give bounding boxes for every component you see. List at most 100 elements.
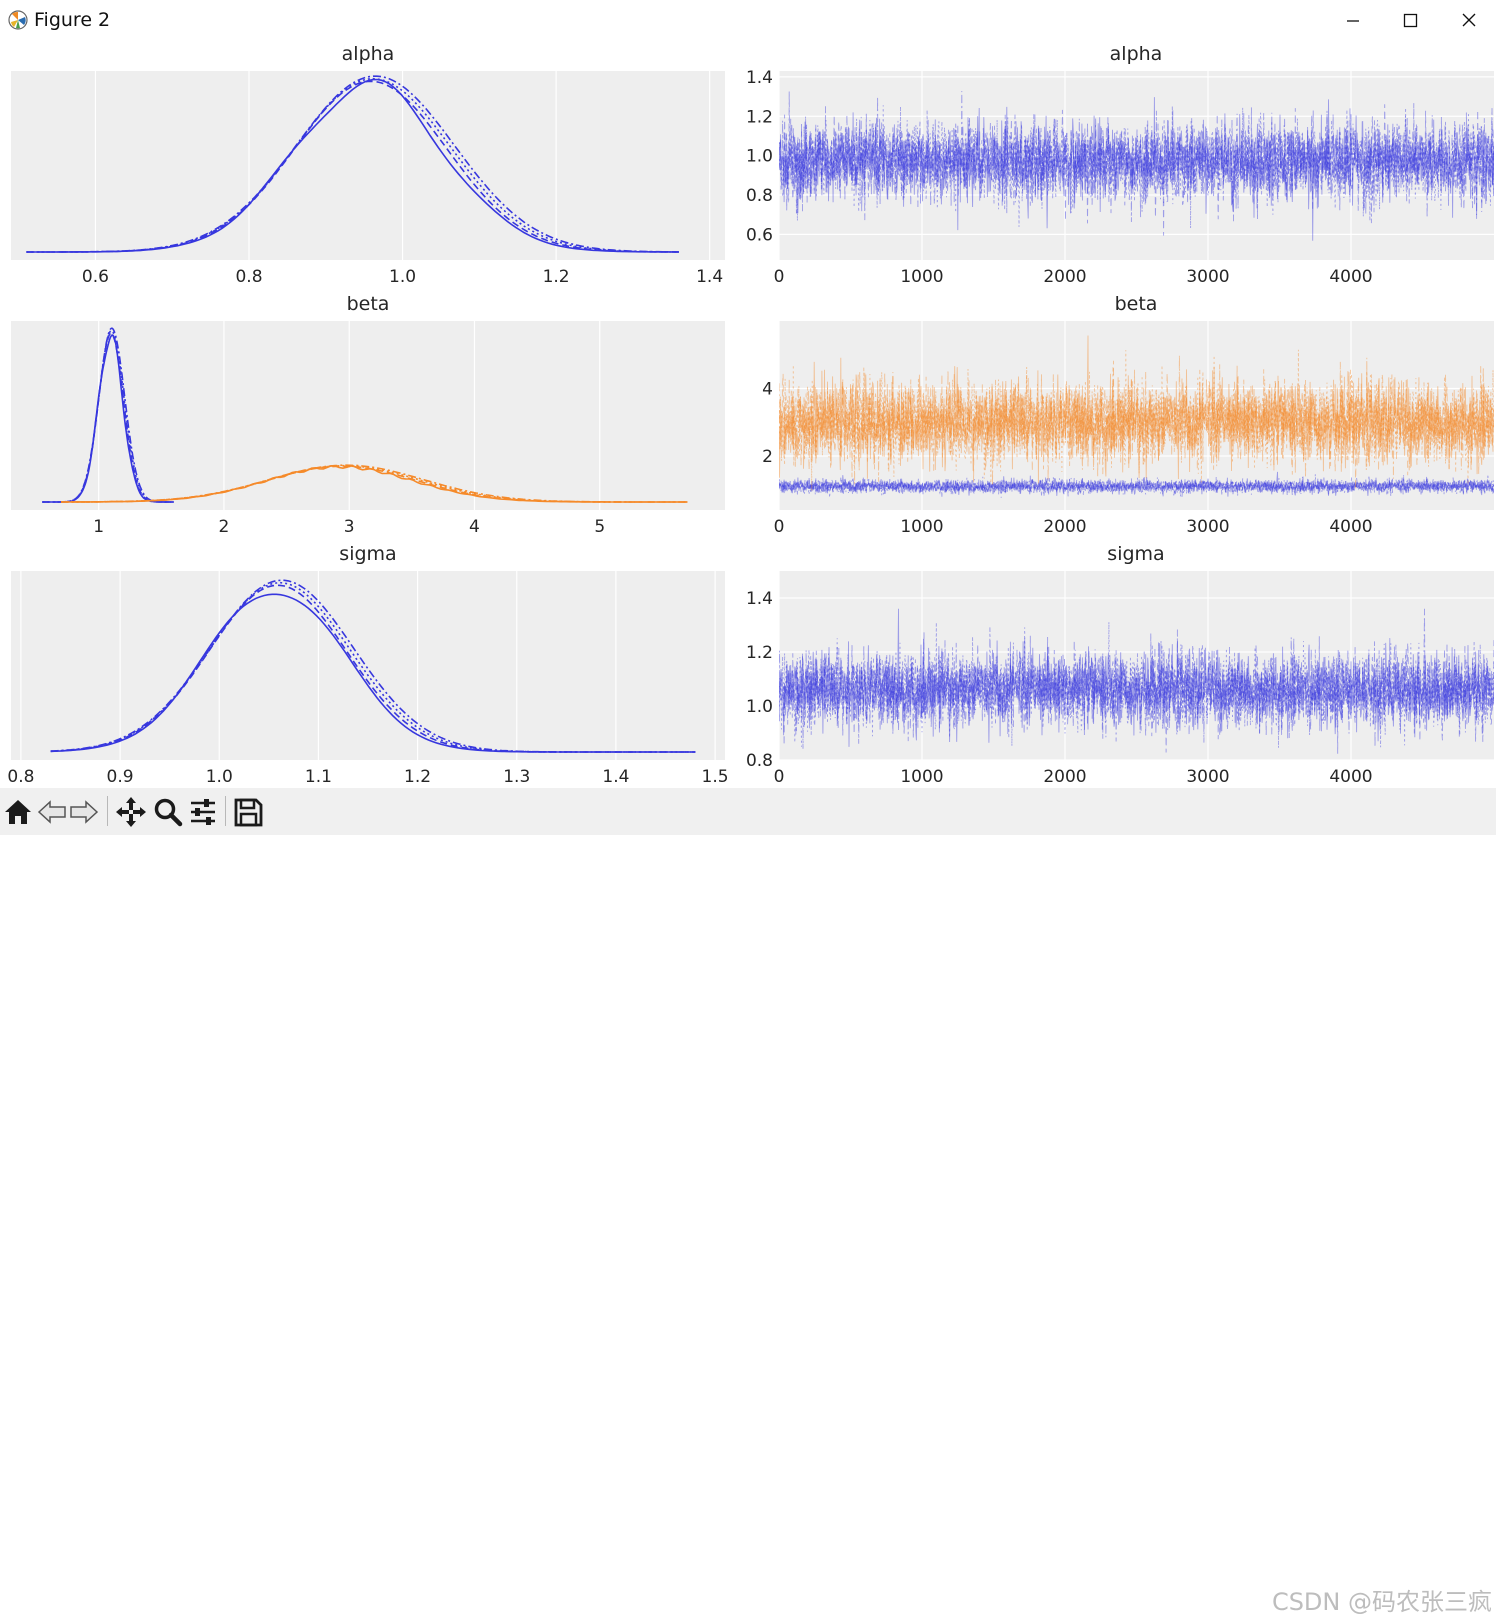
subplot-title: alpha xyxy=(1110,43,1163,65)
y-tick-label: 1.4 xyxy=(746,68,773,88)
x-tick-label: 1.0 xyxy=(206,767,233,787)
x-tick-label: 3000 xyxy=(1186,517,1229,537)
toolbar-separator xyxy=(225,796,226,826)
x-tick-label: 2000 xyxy=(1043,517,1086,537)
maximize-button[interactable] xyxy=(1387,6,1433,36)
subplot-title: beta xyxy=(347,293,390,315)
x-tick-label: 1.2 xyxy=(404,767,431,787)
x-tick-label: 1000 xyxy=(900,267,943,287)
x-tick-label: 1.5 xyxy=(702,767,729,787)
subplot-title: beta xyxy=(1115,293,1158,315)
y-tick-label: 0.8 xyxy=(746,751,773,771)
plot-area xyxy=(50,579,696,753)
x-tick-label: 5 xyxy=(594,517,605,537)
x-tick-label: 1000 xyxy=(900,767,943,787)
subplot-alpha-density: 0.6 0.8 1.0 1.2 1.4 alpha xyxy=(11,43,725,287)
y-tick-label: 1.0 xyxy=(746,697,773,717)
forward-icon[interactable] xyxy=(68,796,100,828)
axes-background xyxy=(779,321,1494,510)
back-icon[interactable] xyxy=(36,796,68,828)
plot-area xyxy=(26,75,679,253)
x-tick-label: 3 xyxy=(344,517,355,537)
subplot-title: sigma xyxy=(1107,543,1164,565)
y-tick-label: 1.4 xyxy=(746,589,773,609)
x-tick-label: 1000 xyxy=(900,517,943,537)
pan-icon[interactable] xyxy=(115,796,147,828)
x-tick-label: 0 xyxy=(774,767,785,787)
y-tick-label: 1.2 xyxy=(746,643,773,663)
y-tick-label: 0.8 xyxy=(746,186,773,206)
subplot-alpha-trace: 0 1000 2000 3000 4000 0.6 0.8 1.0 1.2 1.4 alpha xyxy=(746,43,1494,287)
x-tick-label: 3000 xyxy=(1186,767,1229,787)
x-tick-label: 0.8 xyxy=(7,767,34,787)
x-tick-label: 4000 xyxy=(1329,517,1372,537)
subplot-beta-trace: 0 1000 2000 3000 4000 2 4 beta xyxy=(762,293,1494,537)
trace-line xyxy=(779,632,1494,754)
x-tick-label: 3000 xyxy=(1186,267,1229,287)
x-tick-label: 1.2 xyxy=(543,267,570,287)
navigation-toolbar: CSDN @码农张三疯 xyxy=(0,788,1496,1616)
trace-line xyxy=(779,349,1494,491)
x-tick-label: 0.9 xyxy=(107,767,134,787)
plot-area xyxy=(779,90,1494,241)
x-tick-label: 1.1 xyxy=(305,767,332,787)
x-tick-label: 1.4 xyxy=(602,767,629,787)
trace-line xyxy=(779,335,1494,484)
minimize-button[interactable] xyxy=(1330,6,1376,36)
configure-subplots-icon[interactable] xyxy=(187,796,219,828)
trace-line xyxy=(779,608,1494,749)
x-tick-label: 2000 xyxy=(1043,267,1086,287)
x-tick-label: 4000 xyxy=(1329,767,1372,787)
x-tick-label: 0.8 xyxy=(235,267,262,287)
trace-line xyxy=(779,90,1494,224)
x-tick-label: 2000 xyxy=(1043,767,1086,787)
zoom-icon[interactable] xyxy=(152,796,184,828)
matplotlib-logo-icon xyxy=(8,10,28,30)
axes-background xyxy=(11,321,725,510)
title-bar: Figure 2 xyxy=(0,0,1496,42)
trace-line xyxy=(779,476,1494,497)
y-tick-label: 2 xyxy=(762,447,773,467)
y-tick-label: 4 xyxy=(762,380,773,400)
watermark: CSDN @码农张三疯 xyxy=(1271,1588,1492,1616)
trace-line xyxy=(779,103,1494,236)
window-title: Figure 2 xyxy=(34,9,111,31)
x-tick-label: 1.0 xyxy=(389,267,416,287)
trace-line xyxy=(779,622,1494,748)
subplot-beta-density: 1 2 3 4 5 beta xyxy=(11,293,725,537)
axes-background xyxy=(779,571,1494,760)
x-tick-label: 0 xyxy=(774,517,785,537)
x-tick-label: 4 xyxy=(469,517,480,537)
x-tick-label: 1.4 xyxy=(696,267,723,287)
plot-area xyxy=(779,335,1494,498)
plot-area xyxy=(42,327,688,503)
x-tick-label: 0 xyxy=(774,267,785,287)
subplot-title: sigma xyxy=(339,543,396,565)
x-tick-label: 1 xyxy=(93,517,104,537)
y-tick-label: 1.2 xyxy=(746,107,773,127)
axes-background xyxy=(779,71,1494,260)
density-line xyxy=(50,579,696,753)
trace-line xyxy=(779,608,1494,747)
close-button[interactable] xyxy=(1446,6,1492,36)
subplot-title: alpha xyxy=(342,43,395,65)
trace-line xyxy=(779,105,1494,229)
trace-line xyxy=(779,475,1494,497)
axes-background xyxy=(11,71,725,260)
trace-line xyxy=(779,360,1494,490)
x-tick-label: 4000 xyxy=(1329,267,1372,287)
axes-background xyxy=(11,571,725,760)
trace-line xyxy=(779,97,1494,241)
figure-canvas[interactable]: 0.6 0.8 1.0 1.2 1.4 alpha 0 1000 2000 3000 4000 0.6… xyxy=(0,42,1496,788)
subplot-sigma-density: 0.8 0.9 1.0 1.1 1.2 1.3 1.4 1.5 sigma xyxy=(7,543,728,787)
density-line xyxy=(61,464,688,503)
density-line xyxy=(26,75,679,253)
save-icon[interactable] xyxy=(232,796,264,828)
x-tick-label: 2 xyxy=(219,517,230,537)
x-tick-label: 1.3 xyxy=(503,767,530,787)
subplot-sigma-trace: 0 1000 2000 3000 4000 0.8 1.0 1.2 1.4 sigma xyxy=(746,543,1494,787)
density-line xyxy=(26,77,679,253)
trace-line xyxy=(779,474,1494,498)
x-tick-label: 0.6 xyxy=(82,267,109,287)
home-icon[interactable] xyxy=(2,796,34,828)
